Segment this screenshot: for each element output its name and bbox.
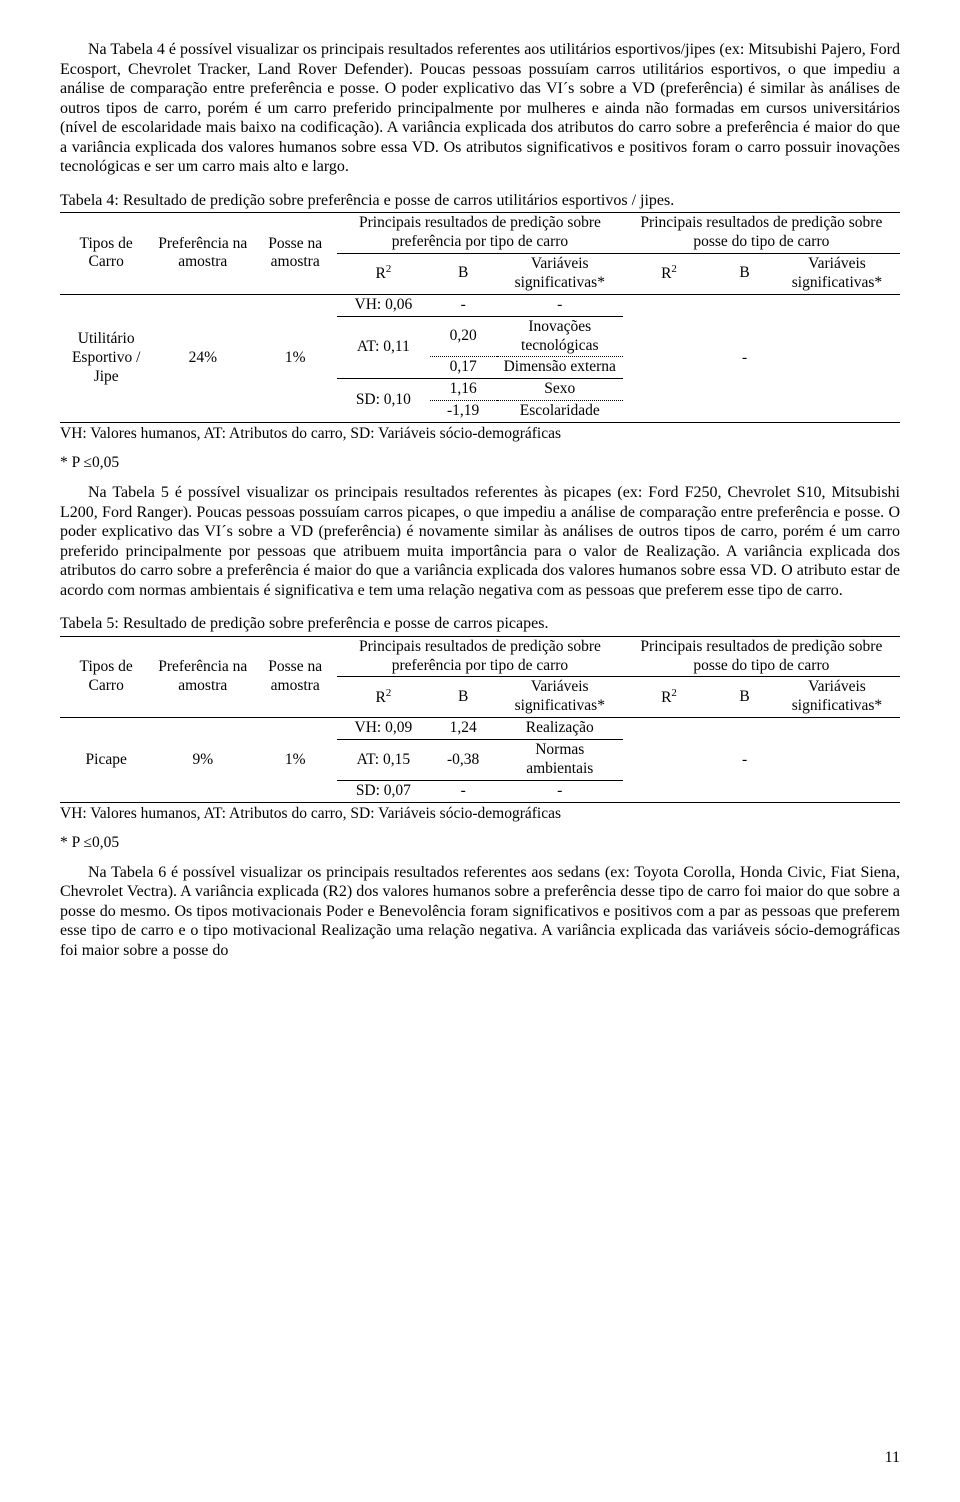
table5-h-varsb: Variáveis significativas*	[774, 677, 900, 718]
table5-h-group1: Principais resultados de predição sobre …	[337, 636, 623, 677]
table4-note2: * P ≤0,05	[60, 454, 900, 473]
table4-r3: SD: 0,10	[337, 379, 429, 423]
table5-h-r2a: R2	[337, 677, 429, 718]
table5-right-dash: -	[715, 718, 774, 803]
table4-tipo: Utilitário Esportivo / Jipe	[60, 294, 152, 422]
table4-b0: -	[430, 294, 497, 316]
table5-b1: -0,38	[430, 740, 497, 781]
table5-b0: 1,24	[430, 718, 497, 740]
table4-caption: Tabela 4: Resultado de predição sobre pr…	[60, 191, 900, 211]
table4-h-varsb: Variáveis significativas*	[774, 253, 900, 294]
table4-h-group1: Principais resultados de predição sobre …	[337, 213, 623, 254]
table4-posse: 1%	[253, 294, 337, 422]
table4-h-varsa: Variáveis significativas*	[497, 253, 623, 294]
table5-tipo: Picape	[60, 718, 152, 803]
table5-note2: * P ≤0,05	[60, 834, 900, 853]
table4-h-ba: B	[430, 253, 497, 294]
table4-v1: Inovações tecnológicas	[497, 316, 623, 357]
table5-v2: -	[497, 780, 623, 802]
table5-h-group2: Principais resultados de predição sobre …	[623, 636, 900, 677]
table4-right-dash: -	[715, 294, 774, 422]
table4-v4: Escolaridade	[497, 401, 623, 423]
table5-h-pref: Preferência na amostra	[152, 636, 253, 718]
table4: Tipos de Carro Preferência na amostra Po…	[60, 212, 900, 423]
table5-r2: SD: 0,07	[337, 780, 429, 802]
paragraph-1: Na Tabela 4 é possível visualizar os pri…	[60, 40, 900, 177]
table4-h-r2a: R2	[337, 253, 429, 294]
table4-h-bb: B	[715, 253, 774, 294]
table4-b2: 0,17	[430, 357, 497, 379]
table4-r0: VH: 0,06	[337, 294, 429, 316]
table5-h-bb: B	[715, 677, 774, 718]
table4-b4: -1,19	[430, 401, 497, 423]
page-number: 11	[885, 1448, 900, 1468]
paragraph-2: Na Tabela 5 é possível visualizar os pri…	[60, 483, 900, 600]
paragraph-3: Na Tabela 6 é possível visualizar os pri…	[60, 863, 900, 961]
table4-v0: -	[497, 294, 623, 316]
table4-h-r2b: R2	[623, 253, 715, 294]
table4-h-pref: Preferência na amostra	[152, 213, 253, 295]
table4-b1: 0,20	[430, 316, 497, 357]
table5-v0: Realização	[497, 718, 623, 740]
table4-pref: 24%	[152, 294, 253, 422]
table5-h-varsa: Variáveis significativas*	[497, 677, 623, 718]
table4-h-posse: Posse na amostra	[253, 213, 337, 295]
table5-caption: Tabela 5: Resultado de predição sobre pr…	[60, 614, 900, 634]
table4-r1: AT: 0,11	[337, 316, 429, 379]
table5-b2: -	[430, 780, 497, 802]
table5-note1: VH: Valores humanos, AT: Atributos do ca…	[60, 805, 900, 824]
table4-note1: VH: Valores humanos, AT: Atributos do ca…	[60, 425, 900, 444]
table4-h-tipos: Tipos de Carro	[60, 213, 152, 295]
table4-h-group2: Principais resultados de predição sobre …	[623, 213, 900, 254]
table4-v2: Dimensão externa	[497, 357, 623, 379]
table5-h-r2b: R2	[623, 677, 715, 718]
table5-h-posse: Posse na amostra	[253, 636, 337, 718]
table5-posse: 1%	[253, 718, 337, 803]
table5-r1: AT: 0,15	[337, 740, 429, 781]
table4-v3: Sexo	[497, 379, 623, 401]
table5: Tipos de Carro Preferência na amostra Po…	[60, 636, 900, 803]
table5-pref: 9%	[152, 718, 253, 803]
table5-h-ba: B	[430, 677, 497, 718]
table4-b3: 1,16	[430, 379, 497, 401]
table5-h-tipos: Tipos de Carro	[60, 636, 152, 718]
table5-r0: VH: 0,09	[337, 718, 429, 740]
table5-v1: Normas ambientais	[497, 740, 623, 781]
